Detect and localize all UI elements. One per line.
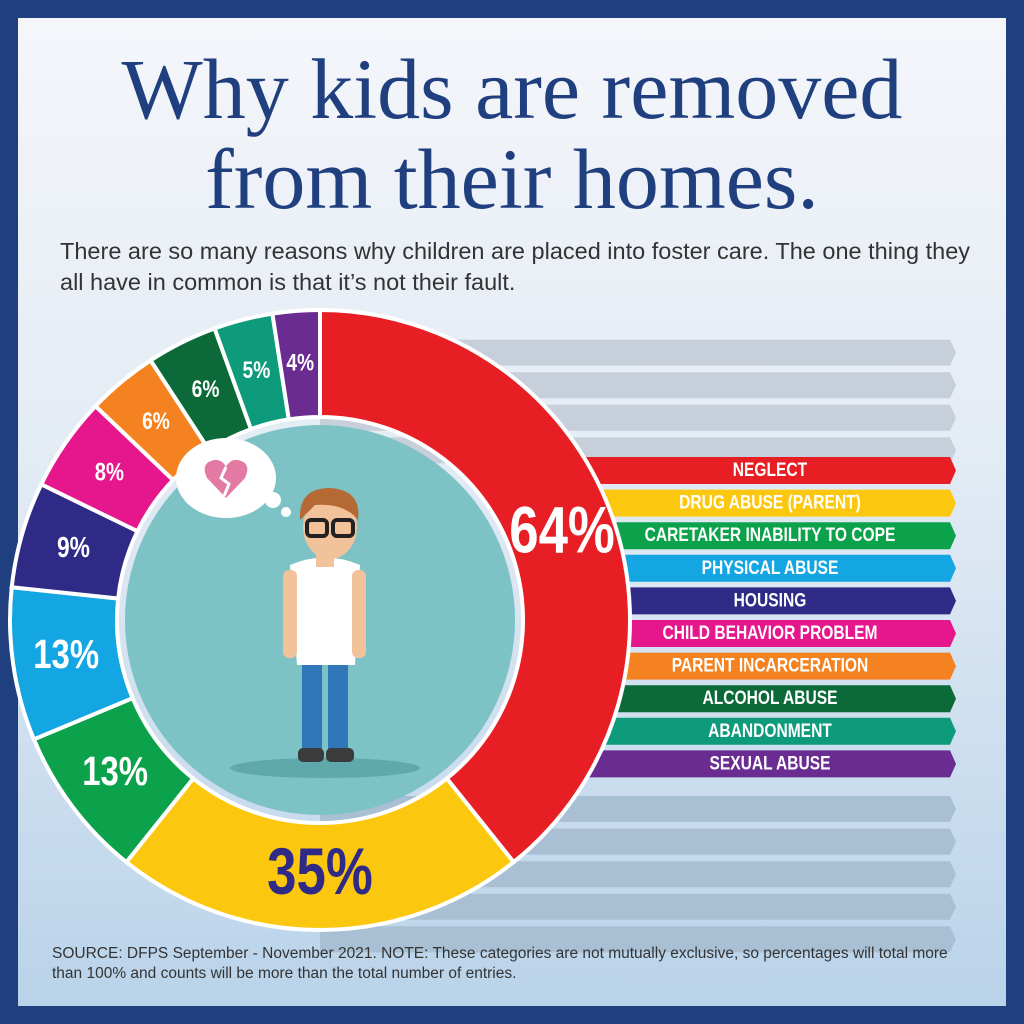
legend-label: CHILD BEHAVIOR PROBLEM [662, 622, 877, 644]
value-label: 9% [57, 532, 90, 563]
value-label: 35% [267, 834, 373, 908]
legend-swatch [560, 457, 956, 484]
legend-swatch [560, 522, 956, 550]
title: Why kids are removed from their homes. [121, 41, 903, 227]
legend-label: PARENT INCARCERATION [672, 654, 869, 676]
legend-swatch [560, 489, 956, 517]
source-note: SOURCE: DFPS September - November 2021. … [52, 945, 948, 982]
value-label: 64% [509, 493, 615, 567]
value-label: 4% [286, 349, 314, 377]
donut-segment [123, 775, 517, 932]
donut-segment [270, 307, 322, 422]
legend-swatch [560, 587, 956, 615]
legend-swatch [560, 750, 956, 778]
legend-label: PHYSICAL ABUSE [702, 556, 839, 578]
legend-label: SEXUAL ABUSE [709, 752, 830, 774]
value-label: 5% [243, 356, 271, 384]
legend-swatch [560, 620, 956, 647]
value-label: 8% [95, 457, 124, 486]
donut [8, 307, 632, 932]
value-label: 6% [192, 375, 220, 403]
legend-label: ABANDONMENT [708, 719, 832, 741]
legend-swatch [560, 717, 956, 745]
legend: NEGLECT DRUG ABUSE (PARENT) CARETAKER INAB… [560, 457, 956, 778]
legend-label: DRUG ABUSE (PARENT) [679, 491, 861, 513]
illustration [176, 438, 420, 778]
value-label: 13% [33, 630, 99, 676]
legend-label: HOUSING [734, 589, 807, 611]
legend-label: NEGLECT [733, 459, 808, 481]
legend-label: CARETAKER INABILITY TO COPE [645, 524, 896, 546]
value-label: 13% [82, 748, 148, 794]
subtitle: There are so many reasons why children a… [60, 238, 971, 295]
decorative-bar [320, 926, 956, 953]
legend-swatch [560, 554, 956, 582]
donut-segment [318, 307, 632, 865]
value-labels: 64% 35% 13% 13% 9% 8% 6% 6% 5% 4% [33, 349, 615, 909]
legend-swatch [560, 685, 956, 713]
legend-label: ALCOHOL ABUSE [703, 687, 838, 709]
value-label: 6% [142, 407, 170, 435]
legend-swatch [560, 652, 956, 680]
decorative-bar [320, 893, 956, 920]
